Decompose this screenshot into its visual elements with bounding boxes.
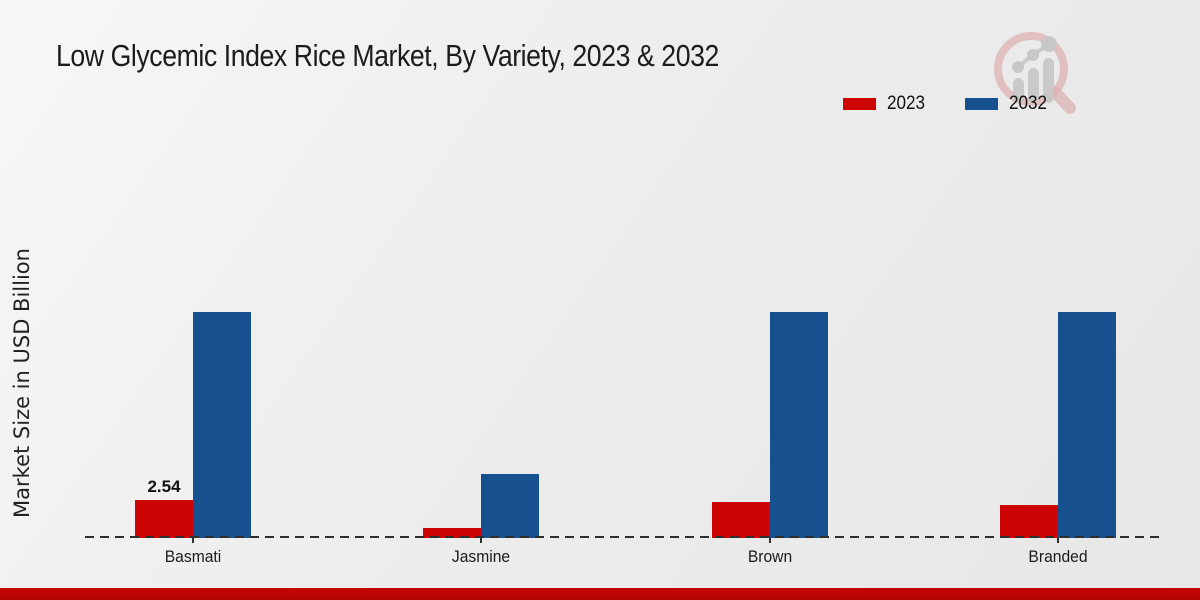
- category-label-jasmine: Jasmine: [451, 547, 511, 566]
- legend-swatch-2023: [843, 98, 876, 110]
- x-axis-baseline: [85, 536, 1165, 538]
- axis-tick: [1057, 538, 1059, 543]
- axis-tick: [480, 538, 482, 543]
- legend-label-2023: 2023: [887, 93, 926, 114]
- bar-2023-basmati: [135, 500, 193, 538]
- bar-2023-brown: [712, 502, 770, 538]
- category-label-brown: Brown: [747, 547, 792, 566]
- bar-value-label: 2.54: [147, 477, 181, 496]
- bar-2032-jasmine: [481, 474, 539, 538]
- axis-tick: [191, 538, 194, 543]
- footer-accent-bar: [0, 588, 1200, 600]
- legend-item-2032: 2032: [965, 93, 1051, 115]
- axis-tick: [768, 538, 771, 543]
- bar-2032-brown: [770, 312, 828, 538]
- bar-2023-branded: [1000, 505, 1058, 538]
- legend-swatch-2032: [965, 98, 999, 110]
- watermark-logo-icon: [994, 32, 1076, 114]
- category-label-basmati: Basmati: [164, 547, 221, 566]
- legend-label-2032: 2032: [1009, 93, 1048, 114]
- legend: 2023 2032: [843, 93, 1052, 115]
- category-label-branded: Branded: [1028, 547, 1088, 566]
- bar-2032-branded: [1058, 312, 1116, 538]
- legend-item-2023: 2023: [843, 93, 929, 115]
- chart-title: Low Glycemic Index Rice Market, By Varie…: [56, 38, 719, 73]
- bar-2032-basmati: [193, 312, 251, 538]
- bar-2023-jasmine: [423, 528, 481, 538]
